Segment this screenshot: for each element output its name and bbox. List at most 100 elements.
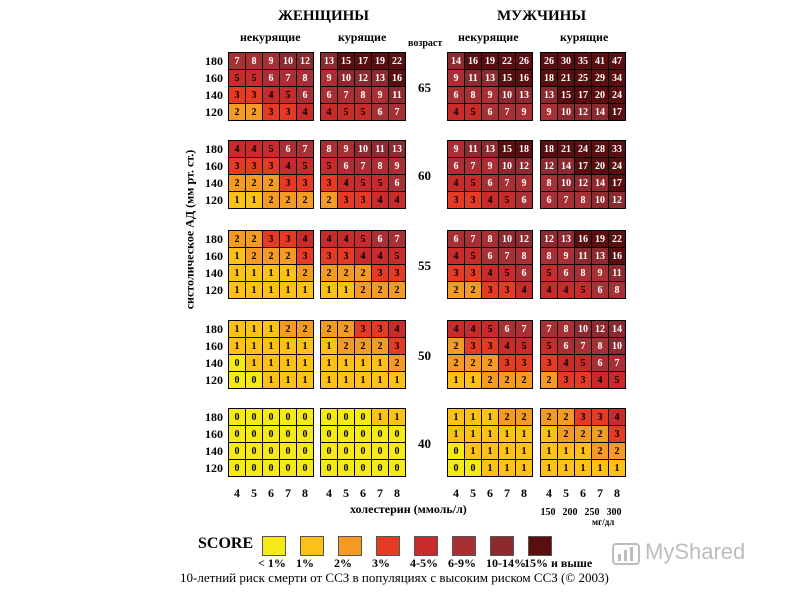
risk-cell: 10 bbox=[592, 192, 608, 208]
risk-cell: 1 bbox=[482, 460, 498, 476]
risk-cell: 5 bbox=[482, 321, 498, 337]
y-tick-label: 180 bbox=[205, 410, 223, 424]
risk-cell: 1 bbox=[609, 460, 625, 476]
risk-cell: 0 bbox=[338, 460, 354, 476]
risk-cell: 13 bbox=[482, 141, 498, 157]
risk-cell: 6 bbox=[389, 175, 405, 191]
risk-cell: 2 bbox=[465, 355, 481, 371]
risk-cell: 6 bbox=[499, 321, 515, 337]
y-tick-label: 180 bbox=[205, 322, 223, 336]
risk-cell: 2 bbox=[575, 426, 591, 442]
risk-cell: 17 bbox=[575, 87, 591, 103]
risk-cell: 12 bbox=[592, 321, 608, 337]
risk-cell: 5 bbox=[229, 70, 245, 86]
risk-cell: 2 bbox=[280, 192, 296, 208]
risk-cell: 0 bbox=[229, 443, 245, 459]
risk-cell: 2 bbox=[499, 409, 515, 425]
risk-cell: 10 bbox=[355, 141, 371, 157]
risk-cell: 1 bbox=[516, 426, 532, 442]
risk-cell: 5 bbox=[465, 104, 481, 120]
risk-cell: 1 bbox=[389, 409, 405, 425]
risk-cell: 0 bbox=[338, 443, 354, 459]
risk-cell: 3 bbox=[297, 248, 313, 264]
risk-cell: 0 bbox=[297, 409, 313, 425]
risk-cell: 5 bbox=[355, 104, 371, 120]
risk-cell: 9 bbox=[338, 141, 354, 157]
age-label: 40 bbox=[418, 436, 431, 451]
risk-cell: 7 bbox=[499, 248, 515, 264]
risk-cell: 6 bbox=[372, 231, 388, 247]
risk-cell: 0 bbox=[297, 460, 313, 476]
risk-cell: 20 bbox=[592, 87, 608, 103]
risk-cell: 1 bbox=[372, 355, 388, 371]
legend-swatch bbox=[452, 536, 476, 556]
risk-cell: 3 bbox=[482, 338, 498, 354]
risk-cell: 33 bbox=[609, 141, 625, 157]
risk-cell: 6 bbox=[482, 175, 498, 191]
risk-cell: 5 bbox=[280, 87, 296, 103]
risk-cell: 3 bbox=[575, 372, 591, 388]
risk-cell: 0 bbox=[465, 460, 481, 476]
risk-cell: 2 bbox=[338, 338, 354, 354]
risk-cell: 9 bbox=[516, 104, 532, 120]
risk-cell: 7 bbox=[541, 321, 557, 337]
risk-cell: 5 bbox=[263, 141, 279, 157]
risk-cell: 4 bbox=[297, 231, 313, 247]
x-tick-label: 6 bbox=[580, 486, 586, 500]
risk-cell: 5 bbox=[465, 175, 481, 191]
risk-cell: 6 bbox=[541, 192, 557, 208]
x-tick-label: 5 bbox=[470, 486, 476, 500]
risk-cell: 17 bbox=[575, 158, 591, 174]
score-grid-women-smoking-65: 13 15 17 19 22 9 10 12 13 16 6 7 8 9 11 4 5 5 6 7 bbox=[320, 52, 406, 121]
x-axis-label: холестерин (ммоль/л) bbox=[350, 502, 467, 516]
risk-cell: 14 bbox=[609, 321, 625, 337]
risk-cell: 0 bbox=[321, 443, 337, 459]
risk-cell: 16 bbox=[389, 70, 405, 86]
risk-cell: 1 bbox=[297, 338, 313, 354]
risk-cell: 4 bbox=[448, 104, 464, 120]
risk-cell: 1 bbox=[448, 372, 464, 388]
risk-cell: 19 bbox=[482, 53, 498, 69]
risk-cell: 22 bbox=[389, 53, 405, 69]
risk-cell: 2 bbox=[541, 409, 557, 425]
risk-cell: 11 bbox=[609, 265, 625, 281]
risk-cell: 1 bbox=[541, 426, 557, 442]
risk-cell: 1 bbox=[229, 282, 245, 298]
risk-cell: 9 bbox=[321, 70, 337, 86]
x-tick-label: 8 bbox=[521, 486, 527, 500]
risk-cell: 16 bbox=[465, 53, 481, 69]
risk-cell: 1 bbox=[558, 443, 574, 459]
risk-cell: 3 bbox=[499, 282, 515, 298]
risk-cell: 0 bbox=[246, 426, 262, 442]
legend-label: 3% bbox=[372, 556, 390, 570]
risk-cell: 3 bbox=[338, 248, 354, 264]
risk-cell: 6 bbox=[592, 355, 608, 371]
risk-cell: 14 bbox=[592, 175, 608, 191]
legend-label: 1% bbox=[296, 556, 314, 570]
risk-cell: 1 bbox=[280, 372, 296, 388]
risk-cell: 2 bbox=[355, 338, 371, 354]
risk-cell: 13 bbox=[516, 87, 532, 103]
risk-cell: 15 bbox=[499, 141, 515, 157]
x-tick-mg-label: 200 bbox=[562, 507, 578, 518]
risk-cell: 0 bbox=[389, 426, 405, 442]
risk-cell: 8 bbox=[516, 248, 532, 264]
risk-cell: 13 bbox=[482, 70, 498, 86]
risk-cell: 29 bbox=[592, 70, 608, 86]
risk-cell: 4 bbox=[558, 355, 574, 371]
risk-cell: 0 bbox=[448, 460, 464, 476]
risk-cell: 13 bbox=[592, 248, 608, 264]
risk-cell: 1 bbox=[246, 282, 262, 298]
risk-cell: 12 bbox=[541, 158, 557, 174]
risk-cell: 4 bbox=[448, 321, 464, 337]
risk-cell: 4 bbox=[297, 104, 313, 120]
risk-cell: 12 bbox=[609, 192, 625, 208]
risk-cell: 10 bbox=[499, 158, 515, 174]
risk-cell: 7 bbox=[389, 231, 405, 247]
risk-cell: 1 bbox=[465, 409, 481, 425]
risk-cell: 7 bbox=[609, 355, 625, 371]
risk-cell: 3 bbox=[592, 409, 608, 425]
risk-cell: 8 bbox=[558, 321, 574, 337]
risk-cell: 4 bbox=[465, 321, 481, 337]
risk-cell: 2 bbox=[338, 265, 354, 281]
